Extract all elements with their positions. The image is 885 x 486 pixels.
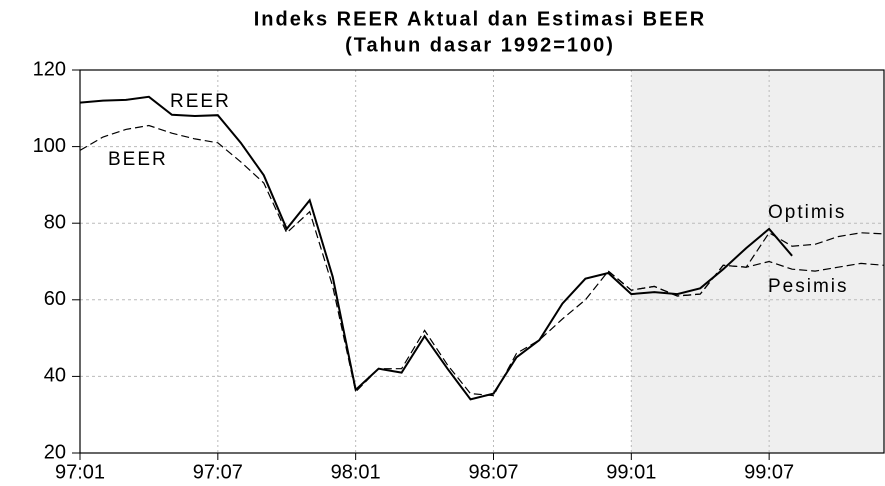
x-tick-label: 97:01 xyxy=(55,461,105,483)
plot-frame xyxy=(79,69,885,454)
series-label: BEER xyxy=(108,149,168,170)
x-tick-label: 99:01 xyxy=(606,461,656,483)
y-tick-label: 20 xyxy=(44,441,66,463)
forecast-shade xyxy=(631,70,884,453)
series-line xyxy=(79,124,609,397)
x-tick-label: 98:07 xyxy=(468,461,518,483)
series-label: Pesimis xyxy=(768,276,849,297)
y-tick-label: 40 xyxy=(44,365,66,387)
y-tick-label: 100 xyxy=(33,135,66,157)
y-tick-label: 120 xyxy=(33,58,66,80)
series-label: REER xyxy=(170,91,231,112)
series-line xyxy=(607,260,885,297)
series-label: Optimis xyxy=(768,202,846,223)
y-tick-label: 80 xyxy=(44,211,66,233)
x-tick-label: 98:01 xyxy=(331,461,381,483)
chart-subtitle: (Tahun dasar 1992=100) xyxy=(345,34,615,56)
x-tick-label: 97:07 xyxy=(193,461,243,483)
x-tick-label: 99:07 xyxy=(744,461,794,483)
y-tick-label: 60 xyxy=(44,288,66,310)
chart-title: Indeks REER Aktual dan Estimasi BEER xyxy=(254,8,706,30)
